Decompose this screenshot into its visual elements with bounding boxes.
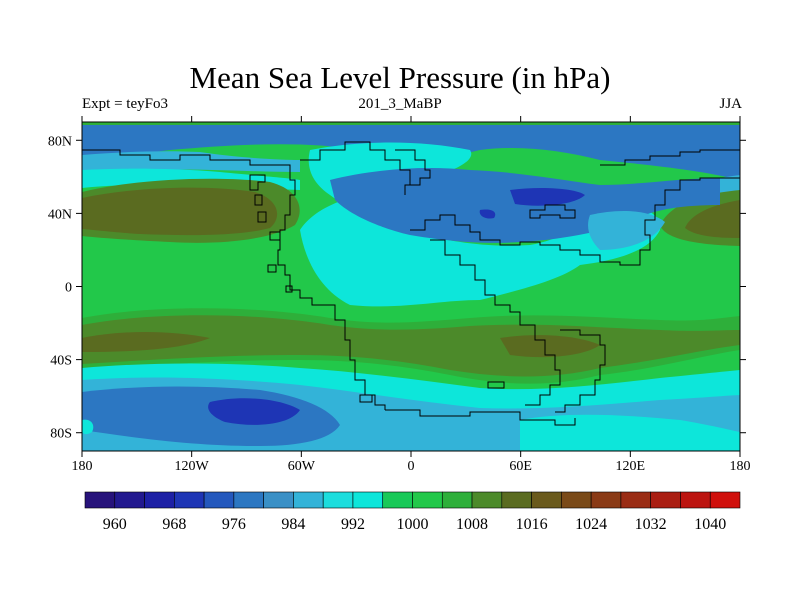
coastlines (82, 141, 740, 426)
field-eurasian-low-spot (479, 209, 496, 219)
coast-eurasia (410, 177, 740, 266)
colorbar-label: 976 (222, 516, 246, 533)
coast-africa (430, 239, 561, 406)
coast-island-6 (285, 285, 293, 293)
colorbar: 960 968 976 984 992 1000 1008 1016 1024 1032 1040 (84, 491, 741, 533)
y-tick-label: 80S (50, 427, 72, 442)
field-north-pacific-high-core (82, 187, 278, 236)
colorbar-swatch (680, 491, 711, 509)
colorbar-swatch (322, 491, 354, 509)
y-tick-label: 0 (65, 281, 72, 296)
colorbar-swatch (382, 491, 413, 509)
colorbar-swatch (352, 491, 384, 509)
colorbar-swatch (471, 491, 503, 509)
x-tick-label: 0 (408, 459, 415, 474)
field-asia-lightblue (588, 210, 665, 250)
colorbar-label: 1040 (694, 516, 726, 533)
colorbar-swatch (114, 491, 145, 509)
season-label: JJA (719, 96, 742, 112)
colorbar-swatch (650, 491, 681, 509)
field-south-pacific-core (82, 332, 210, 352)
x-tick-label: 180 (72, 459, 93, 474)
coast-island-7 (487, 381, 505, 389)
colorbar-swatch (531, 491, 562, 509)
coast-north-america (82, 149, 320, 306)
colorbar-swatch (293, 491, 324, 509)
colorbar-swatch (620, 491, 651, 509)
chart-title: Mean Sea Level Pressure (in hPa) (189, 60, 611, 95)
experiment-label: Expt = teyFo3 (82, 96, 168, 112)
coast-greenland (300, 141, 411, 195)
field-arctic-strip (82, 122, 740, 125)
x-tick-label: 120W (175, 459, 210, 474)
field-eurasian-low-core (510, 187, 585, 206)
x-tick-label: 180 (730, 459, 751, 474)
colorbar-swatch (263, 491, 294, 509)
coast-caspian (529, 204, 576, 219)
colorbar-label: 1024 (575, 516, 607, 533)
colorbar-swatch (709, 491, 741, 509)
coast-island-2 (254, 194, 263, 206)
x-tick-label: 120E (616, 459, 646, 474)
colorbar-swatch (203, 491, 235, 509)
colorbar-swatch (233, 491, 264, 509)
coast-island-5 (267, 264, 277, 273)
y-tick-label: 80N (48, 134, 72, 149)
y-tick-label: 40S (50, 354, 72, 369)
colorbar-swatch (441, 491, 473, 509)
field-southern-ridge-core (500, 335, 600, 358)
colorbar-label: 1008 (456, 516, 488, 533)
colorbar-swatch (144, 491, 175, 509)
field-east-pacific-core (685, 200, 740, 238)
colorbar-label: 1000 (397, 516, 429, 533)
colorbar-label: 1016 (516, 516, 548, 533)
colorbar-label: 968 (162, 516, 186, 533)
field-north-pacific-blue (82, 151, 300, 178)
coast-arctic (395, 149, 431, 186)
colorbar-swatch (590, 491, 622, 509)
x-tick-label: 60W (288, 459, 316, 474)
x-tick-label: 60E (509, 459, 532, 474)
pressure-field (82, 122, 740, 451)
coast-island-3 (257, 211, 267, 223)
colorbar-swatch (412, 491, 443, 509)
coast-australia (555, 329, 606, 413)
coast-island-1 (249, 174, 266, 191)
coast-south-america (320, 304, 386, 410)
y-tick-label: 40N (48, 207, 72, 222)
coast-siberia (600, 149, 740, 166)
colorbar-label: 1032 (635, 516, 667, 533)
colorbar-swatch (84, 491, 116, 509)
field-antarctic-trough-core (208, 398, 300, 425)
colorbar-label: 992 (341, 516, 365, 533)
period-label: 201_3_MaBP (358, 96, 442, 112)
coast-antarctica (385, 409, 576, 426)
colorbar-swatch (174, 491, 205, 509)
colorbar-swatch (501, 491, 532, 509)
coast-island-8 (359, 394, 373, 403)
colorbar-swatch (561, 491, 592, 509)
coast-island-4 (269, 231, 281, 241)
colorbar-label: 984 (281, 516, 305, 533)
map-axes: 180 120W 60W 0 60E 120E 180 80N 40N 0 40S 80S (48, 116, 751, 474)
field-spot-left (82, 419, 94, 435)
field-southern-ridge (82, 315, 740, 377)
colorbar-label: 960 (103, 516, 127, 533)
